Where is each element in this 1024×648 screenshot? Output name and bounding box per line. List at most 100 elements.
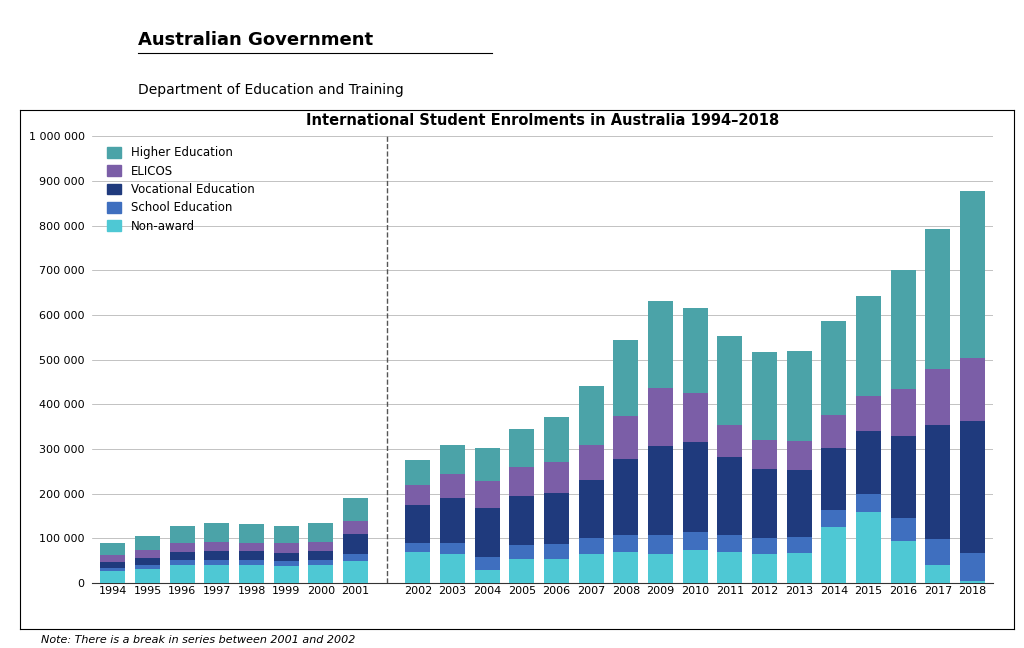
Bar bbox=[786, 537, 812, 553]
Bar bbox=[544, 461, 569, 493]
Bar bbox=[240, 561, 264, 565]
Bar bbox=[613, 535, 638, 552]
Bar bbox=[752, 469, 777, 538]
Bar bbox=[510, 429, 535, 467]
Bar bbox=[510, 496, 535, 545]
Bar bbox=[100, 571, 125, 583]
Bar bbox=[891, 518, 915, 540]
Bar bbox=[273, 553, 299, 561]
Bar bbox=[273, 526, 299, 544]
Bar bbox=[752, 538, 777, 554]
Bar bbox=[683, 550, 708, 583]
Bar bbox=[135, 550, 160, 558]
Bar bbox=[308, 561, 334, 565]
Bar bbox=[926, 425, 950, 539]
Bar bbox=[135, 565, 160, 569]
Bar bbox=[170, 565, 195, 583]
Text: Department of Education and Training: Department of Education and Training bbox=[138, 83, 404, 97]
Bar bbox=[961, 191, 985, 358]
Bar bbox=[273, 561, 299, 566]
Bar bbox=[343, 561, 368, 583]
Bar bbox=[135, 536, 160, 550]
Bar bbox=[926, 229, 950, 369]
Bar bbox=[579, 386, 604, 445]
Bar bbox=[961, 421, 985, 553]
Bar bbox=[648, 301, 673, 388]
Bar bbox=[648, 388, 673, 446]
Bar bbox=[170, 526, 195, 542]
Bar bbox=[961, 553, 985, 581]
Bar bbox=[926, 565, 950, 583]
Bar bbox=[440, 554, 465, 583]
Bar bbox=[821, 511, 846, 527]
Bar bbox=[579, 538, 604, 554]
Bar bbox=[961, 581, 985, 583]
Bar bbox=[240, 551, 264, 561]
Bar bbox=[544, 544, 569, 559]
Bar bbox=[343, 498, 368, 520]
Bar bbox=[343, 520, 368, 534]
Bar bbox=[891, 270, 915, 389]
Bar bbox=[406, 552, 430, 583]
Bar bbox=[821, 321, 846, 415]
Bar bbox=[683, 532, 708, 550]
Bar bbox=[856, 512, 881, 583]
Bar bbox=[100, 562, 125, 568]
Bar bbox=[961, 358, 985, 421]
Bar bbox=[786, 351, 812, 441]
Bar bbox=[856, 431, 881, 494]
Bar bbox=[613, 552, 638, 583]
Bar bbox=[205, 565, 229, 583]
Bar bbox=[308, 542, 334, 551]
Bar bbox=[579, 554, 604, 583]
Bar bbox=[343, 554, 368, 561]
Bar bbox=[718, 535, 742, 552]
Text: Australian Government: Australian Government bbox=[138, 31, 374, 49]
Bar bbox=[821, 448, 846, 511]
Bar bbox=[135, 558, 160, 565]
Bar bbox=[406, 543, 430, 552]
Bar bbox=[100, 555, 125, 562]
Bar bbox=[440, 543, 465, 554]
Bar bbox=[891, 435, 915, 518]
Bar bbox=[718, 425, 742, 457]
Bar bbox=[406, 460, 430, 485]
Bar bbox=[510, 467, 535, 496]
Bar bbox=[718, 336, 742, 425]
Bar bbox=[170, 552, 195, 561]
Bar bbox=[752, 554, 777, 583]
Bar bbox=[821, 527, 846, 583]
Bar bbox=[821, 415, 846, 448]
Bar bbox=[135, 569, 160, 583]
Bar bbox=[406, 505, 430, 543]
Bar bbox=[205, 542, 229, 551]
Bar bbox=[926, 369, 950, 425]
Bar bbox=[475, 481, 500, 508]
Bar bbox=[100, 543, 125, 555]
Bar bbox=[240, 542, 264, 551]
Bar bbox=[544, 417, 569, 461]
Bar bbox=[240, 524, 264, 542]
Bar bbox=[240, 565, 264, 583]
Bar bbox=[440, 445, 465, 474]
Bar bbox=[856, 397, 881, 431]
Bar bbox=[475, 557, 500, 570]
Bar bbox=[718, 552, 742, 583]
Bar bbox=[273, 544, 299, 553]
Bar bbox=[648, 446, 673, 535]
Bar bbox=[786, 441, 812, 470]
Bar bbox=[343, 534, 368, 554]
Bar bbox=[579, 445, 604, 480]
Text: Note: There is a break in series between 2001 and 2002: Note: There is a break in series between… bbox=[41, 635, 355, 645]
Bar bbox=[510, 559, 535, 583]
Legend: Higher Education, ELICOS, Vocational Education, School Education, Non-award: Higher Education, ELICOS, Vocational Edu… bbox=[108, 146, 254, 233]
Bar bbox=[273, 566, 299, 583]
Bar bbox=[718, 457, 742, 535]
Bar bbox=[648, 535, 673, 554]
Bar bbox=[613, 459, 638, 535]
Bar bbox=[308, 565, 334, 583]
Bar bbox=[440, 498, 465, 543]
Bar bbox=[579, 480, 604, 538]
Bar bbox=[406, 485, 430, 505]
Bar bbox=[856, 494, 881, 512]
